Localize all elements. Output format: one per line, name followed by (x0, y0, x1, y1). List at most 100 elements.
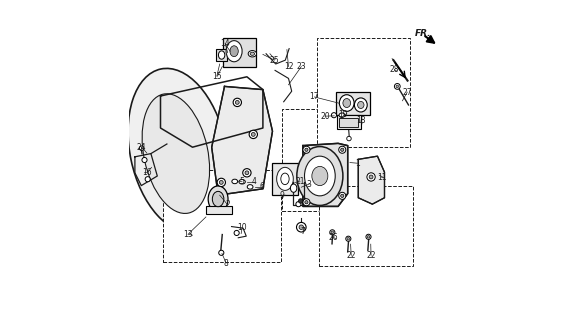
Bar (216, 49, 227, 61)
Ellipse shape (297, 147, 343, 205)
Ellipse shape (343, 99, 351, 108)
Circle shape (296, 202, 301, 207)
Circle shape (145, 177, 150, 182)
Circle shape (219, 180, 223, 184)
Text: 16: 16 (143, 168, 152, 177)
Circle shape (252, 132, 255, 136)
Ellipse shape (219, 51, 225, 59)
Circle shape (339, 192, 346, 199)
Circle shape (303, 146, 310, 153)
Ellipse shape (239, 180, 245, 184)
Text: 14: 14 (220, 39, 230, 48)
Text: FR.: FR. (415, 29, 432, 38)
Ellipse shape (248, 51, 257, 57)
Circle shape (305, 201, 308, 204)
Circle shape (235, 100, 239, 104)
Circle shape (305, 148, 308, 151)
Text: 5: 5 (239, 177, 245, 186)
Circle shape (367, 173, 375, 181)
Ellipse shape (247, 185, 253, 189)
Circle shape (367, 236, 370, 238)
Ellipse shape (208, 186, 228, 212)
Text: 20: 20 (320, 112, 330, 121)
Circle shape (339, 146, 346, 153)
Circle shape (299, 225, 304, 229)
Bar (206, 206, 232, 214)
Text: 15: 15 (212, 72, 222, 81)
Text: 17: 17 (310, 92, 319, 101)
Text: 27: 27 (402, 88, 412, 97)
Circle shape (142, 157, 147, 163)
Ellipse shape (250, 52, 254, 55)
Circle shape (340, 148, 344, 151)
Text: 19: 19 (338, 110, 348, 119)
Ellipse shape (339, 95, 354, 111)
Circle shape (347, 237, 350, 240)
Circle shape (396, 85, 399, 88)
Text: 23: 23 (297, 62, 306, 71)
Bar (319, 186, 413, 266)
Bar (223, 38, 257, 67)
Bar (336, 92, 370, 115)
Circle shape (369, 175, 373, 179)
Circle shape (331, 231, 334, 234)
Text: 3: 3 (307, 180, 312, 188)
Text: 22: 22 (366, 251, 376, 260)
Ellipse shape (230, 46, 238, 57)
Polygon shape (358, 156, 384, 204)
Ellipse shape (312, 166, 328, 186)
Circle shape (395, 84, 400, 89)
Bar (282, 109, 340, 211)
Circle shape (366, 234, 371, 239)
Text: 8: 8 (224, 259, 228, 268)
Ellipse shape (305, 156, 335, 196)
Circle shape (347, 136, 351, 141)
Text: 4: 4 (252, 177, 257, 186)
Text: 24: 24 (137, 143, 146, 152)
Text: 9: 9 (280, 191, 284, 200)
Bar (336, 115, 361, 129)
Bar (317, 38, 410, 147)
Ellipse shape (276, 167, 293, 190)
Ellipse shape (212, 191, 224, 207)
Ellipse shape (354, 98, 367, 112)
Bar (163, 170, 280, 262)
Text: 10: 10 (237, 223, 247, 232)
Text: 18: 18 (356, 116, 366, 125)
Bar (272, 163, 298, 195)
Circle shape (331, 113, 336, 118)
Text: 2: 2 (226, 200, 230, 209)
Ellipse shape (226, 41, 242, 62)
Bar (339, 118, 358, 127)
Ellipse shape (358, 101, 364, 108)
Circle shape (219, 250, 224, 255)
Text: 1: 1 (355, 159, 359, 168)
Circle shape (245, 171, 249, 175)
Text: 21: 21 (295, 177, 305, 186)
Circle shape (303, 199, 310, 206)
Text: 11: 11 (377, 173, 387, 182)
Circle shape (297, 222, 306, 232)
Text: 26: 26 (329, 233, 339, 242)
Ellipse shape (290, 184, 297, 192)
Text: 22: 22 (346, 251, 356, 260)
Text: 12: 12 (284, 62, 293, 71)
Circle shape (249, 130, 257, 139)
Circle shape (217, 178, 226, 187)
Ellipse shape (339, 113, 345, 117)
Ellipse shape (142, 94, 209, 213)
Circle shape (298, 199, 303, 203)
Text: 6: 6 (259, 182, 264, 191)
Text: 13: 13 (183, 230, 193, 239)
Text: 7: 7 (301, 227, 305, 236)
Polygon shape (303, 143, 348, 206)
Circle shape (346, 236, 351, 241)
Circle shape (243, 169, 251, 177)
Circle shape (233, 98, 241, 107)
Polygon shape (212, 86, 272, 195)
Ellipse shape (128, 68, 228, 232)
Text: 25: 25 (269, 56, 279, 65)
Ellipse shape (281, 173, 289, 185)
Text: 28: 28 (389, 65, 399, 74)
Ellipse shape (232, 179, 238, 184)
